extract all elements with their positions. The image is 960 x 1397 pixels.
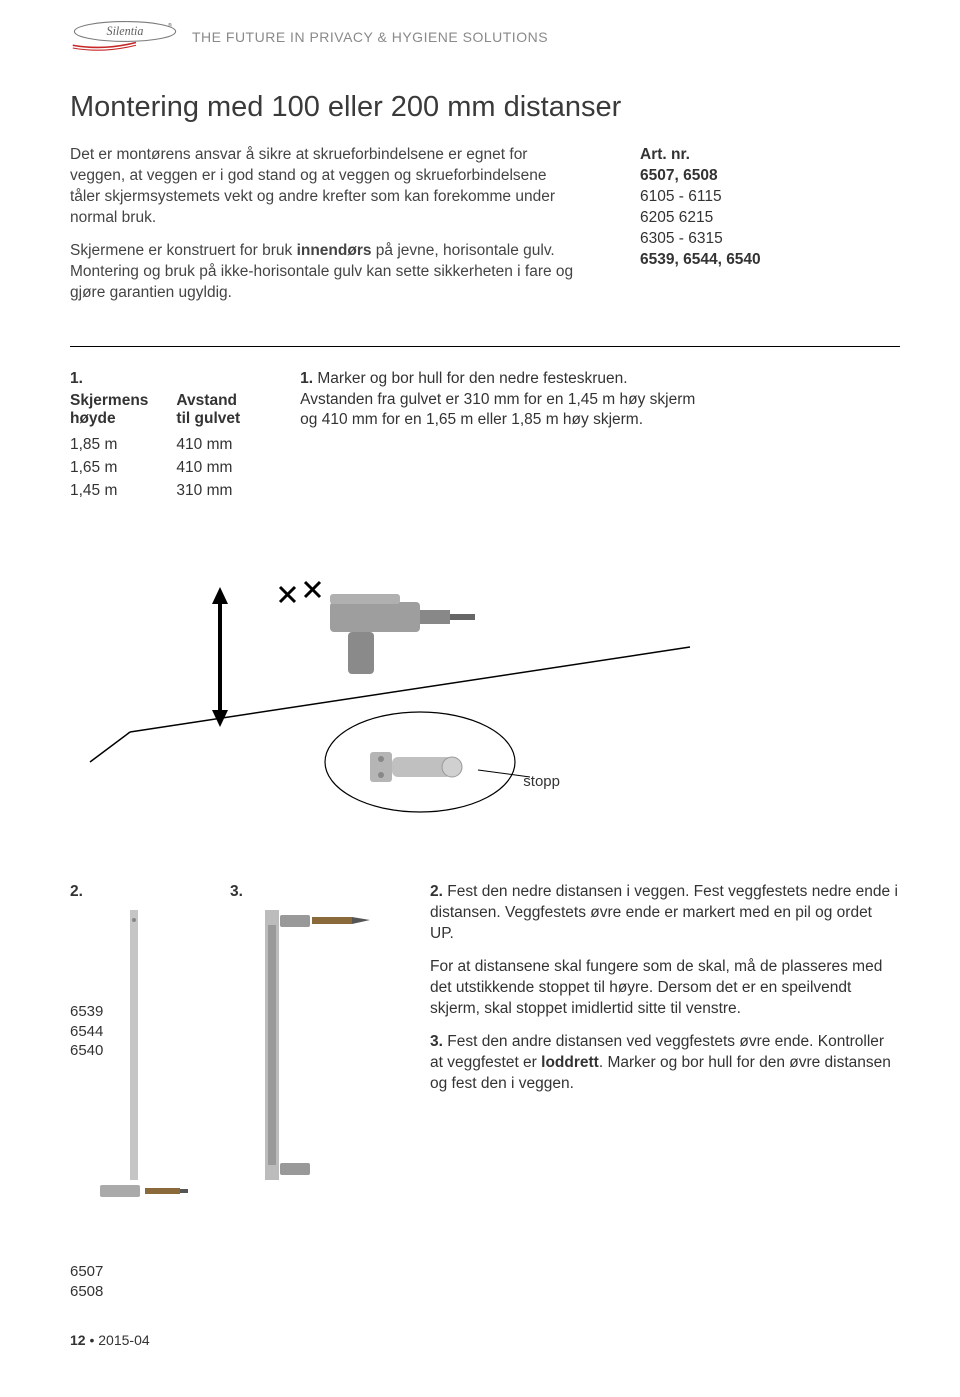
intro-text-column: Det er montørens ansvar å sikre at skrue… — [70, 145, 580, 315]
steps-2-3-text: 2. Fest den nedre distansen i veggen. Fe… — [430, 882, 900, 1222]
table-header: Avstandtil gulvet — [176, 392, 240, 429]
art-line: 6305 - 6315 — [640, 229, 810, 250]
art-line: 6105 - 6115 — [640, 187, 810, 208]
art-item: 6507 — [70, 1262, 900, 1282]
art-item: 6544 — [70, 1022, 103, 1042]
height-table: 1. Skjermenshøyde 1,85 m 1,65 m 1,45 m A… — [70, 369, 240, 503]
step-3-paragraph: 3. Fest den andre distansen ved veggfest… — [430, 1032, 900, 1095]
art-list-bottom: 6507 6508 — [70, 1262, 900, 1301]
footer-date: 2015-04 — [98, 1332, 149, 1348]
section-divider — [70, 346, 900, 347]
silentia-logo: Silentia ® — [70, 20, 180, 54]
table-col-distance: Avstandtil gulvet 410 mm 410 mm 310 mm — [176, 392, 240, 503]
table-cell: 410 mm — [176, 456, 240, 479]
step-3-number: 3. — [230, 882, 400, 903]
step-2-diagram: 2. 6539 6544 6540 — [70, 882, 200, 1222]
step-2-paragraph: 2. Fest den nedre distansen i veggen. Fe… — [430, 882, 900, 945]
intro-paragraph-1: Det er montørens ansvar å sikre at skrue… — [70, 145, 580, 229]
footer-sep: • — [86, 1332, 99, 1348]
page-number: 12 — [70, 1332, 86, 1348]
art-line: 6539, 6544, 6540 — [640, 250, 810, 271]
page-header: Silentia ® THE FUTURE IN PRIVACY & HYGIE… — [70, 20, 900, 54]
step-3-diagram: 3. — [230, 882, 400, 1222]
table-header: Skjermenshøyde — [70, 392, 148, 429]
table-cell: 1,85 m — [70, 433, 148, 456]
table-cell: 1,65 m — [70, 456, 148, 479]
spacer-note-paragraph: For at distansene skal fungere som de sk… — [430, 957, 900, 1020]
art-nr-title: Art. nr. — [640, 145, 810, 166]
art-item: 6539 — [70, 1002, 103, 1022]
table-cell: 410 mm — [176, 433, 240, 456]
step-1-row: 1. Skjermenshøyde 1,85 m 1,65 m 1,45 m A… — [70, 369, 900, 503]
art-line: 6507, 6508 — [640, 166, 810, 187]
art-item: 6540 — [70, 1041, 103, 1061]
step-1-number: 1. — [70, 369, 240, 390]
table-cell: 310 mm — [176, 479, 240, 502]
art-list-step2: 6539 6544 6540 — [70, 1002, 103, 1061]
drill-diagram: stopp — [70, 552, 900, 852]
step-1-text: 1. Marker og bor hull for den nedre fest… — [300, 369, 700, 503]
svg-text:Silentia: Silentia — [107, 24, 144, 38]
intro-row: Det er montørens ansvar å sikre at skrue… — [70, 145, 900, 315]
drill-icon — [330, 594, 475, 674]
table-cell: 1,45 m — [70, 479, 148, 502]
stopp-label: stopp — [523, 772, 560, 792]
steps-2-3-row: 2. 6539 6544 6540 3. — [70, 882, 900, 1222]
main-title: Montering med 100 eller 200 mm distanser — [70, 88, 900, 127]
table-col-height: Skjermenshøyde 1,85 m 1,65 m 1,45 m — [70, 392, 148, 503]
step-2-number: 2. — [70, 882, 200, 903]
page-footer: 12 • 2015-04 — [70, 1331, 900, 1350]
art-item: 6508 — [70, 1282, 900, 1302]
svg-text:®: ® — [168, 22, 172, 29]
page-container: Silentia ® THE FUTURE IN PRIVACY & HYGIE… — [0, 0, 960, 1380]
intro-paragraph-2: Skjermene er konstruert for bruk innendø… — [70, 241, 580, 304]
art-line: 6205 6215 — [640, 208, 810, 229]
article-number-column: Art. nr. 6507, 6508 6105 - 6115 6205 621… — [640, 145, 810, 315]
tagline-text: THE FUTURE IN PRIVACY & HYGIENE SOLUTION… — [192, 28, 548, 47]
